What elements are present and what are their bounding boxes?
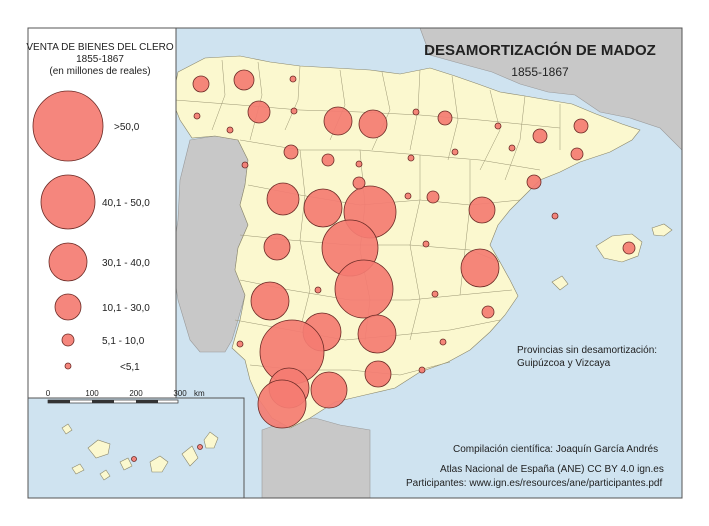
- scale-unit: km: [194, 389, 205, 398]
- province-bubble: [418, 366, 426, 374]
- mallorca: [595, 233, 643, 263]
- province-bubble: [321, 153, 335, 167]
- province-bubble: [407, 154, 415, 162]
- province-bubble: [551, 212, 559, 220]
- province-bubble: [422, 240, 430, 248]
- province-bubble: [193, 112, 201, 120]
- note-line2: Guipúzcoa y Vizcaya: [517, 358, 611, 369]
- province-bubble: [570, 147, 584, 161]
- province-bubble: [283, 144, 299, 160]
- province-bubble: [357, 314, 397, 354]
- province-bubble: [263, 233, 291, 261]
- legend-label-4: 10,1 - 30,0: [102, 303, 150, 314]
- ibiza: [551, 275, 569, 291]
- province-bubble: [226, 126, 234, 134]
- province-bubble: [352, 176, 366, 190]
- legend-bubble-4: [54, 293, 82, 321]
- legend-bubble-3: [48, 242, 88, 282]
- province-bubble: [494, 122, 502, 130]
- bubbles-layer: [192, 69, 636, 429]
- note-line1: Provincias sin desamortización:: [517, 345, 657, 356]
- legend-title-line2: 1855-1867: [76, 54, 124, 65]
- scale-tick-100: 100: [85, 389, 99, 398]
- legend-bubble-2: [40, 174, 96, 230]
- province-bubble: [266, 182, 300, 216]
- province-bubble: [289, 75, 297, 83]
- scale-tick-200: 200: [129, 389, 143, 398]
- province-bubble: [439, 338, 447, 346]
- legend-title-line1: VENTA DE BIENES DEL CLERO: [26, 42, 173, 53]
- legend-label-6: <5,1: [120, 362, 140, 373]
- province-bubble: [241, 161, 249, 169]
- province-bubble: [468, 196, 496, 224]
- province-bubble: [355, 160, 363, 168]
- province-bubble: [358, 109, 388, 139]
- legend-label-1: >50,0: [114, 122, 140, 133]
- map-title: DESAMORTIZACIÓN DE MADOZ: [424, 41, 656, 59]
- canarias-bubbles: [131, 444, 203, 462]
- map-subtitle: 1855-1867: [511, 65, 569, 79]
- province-bubble: [573, 118, 589, 134]
- province-bubble: [334, 259, 394, 319]
- province-bubble: [412, 108, 420, 116]
- credit-participants: Participantes: www.ign.es/resources/ane/…: [406, 478, 662, 489]
- province-bubble: [481, 305, 495, 319]
- province-bubble: [431, 290, 439, 298]
- canarias-islands: [61, 423, 219, 481]
- province-bubble: [508, 144, 516, 152]
- scale-tick-300: 300: [173, 389, 187, 398]
- legend-label-3: 30,1 - 40,0: [102, 258, 150, 269]
- province-bubble: [314, 286, 322, 294]
- province-bubble: [532, 128, 548, 144]
- province-bubble: [192, 75, 210, 93]
- province-bubble: [426, 190, 440, 204]
- province-bubble: [290, 107, 298, 115]
- province-bubble: [233, 69, 255, 91]
- province-bubble: [323, 106, 353, 136]
- credit-compilation: Compilación científica: Joaquín García A…: [453, 444, 658, 455]
- province-bubble: [236, 340, 244, 348]
- province-bubble: [257, 379, 307, 429]
- africa: [261, 417, 371, 499]
- scale-tick-0: 0: [46, 389, 51, 398]
- province-bubble: [437, 110, 453, 126]
- legend-bubble-1: [32, 90, 104, 162]
- province-bubble: [364, 360, 392, 388]
- province-bubble: [622, 241, 636, 255]
- province-bubble: [526, 174, 542, 190]
- province-bubble: [310, 371, 348, 409]
- credit-atlas: Atlas Nacional de España (ANE) CC BY 4.0…: [440, 464, 664, 475]
- province-bubble: [247, 100, 271, 124]
- province-bubble: [303, 188, 343, 228]
- legend-title-line3: (en millones de reales): [49, 66, 150, 77]
- scale-bar: 0 100 200 300 km: [46, 389, 205, 404]
- province-bubble: [250, 281, 290, 321]
- province-bubble: [451, 148, 459, 156]
- province-bubble: [460, 248, 500, 288]
- legend-label-2: 40,1 - 50,0: [102, 198, 150, 209]
- menorca: [651, 223, 673, 237]
- province-bubble: [404, 192, 412, 200]
- legend-bubble-5: [61, 333, 75, 347]
- legend-bubble-6: [64, 362, 72, 370]
- legend-label-5: 5,1 - 10,0: [102, 336, 145, 347]
